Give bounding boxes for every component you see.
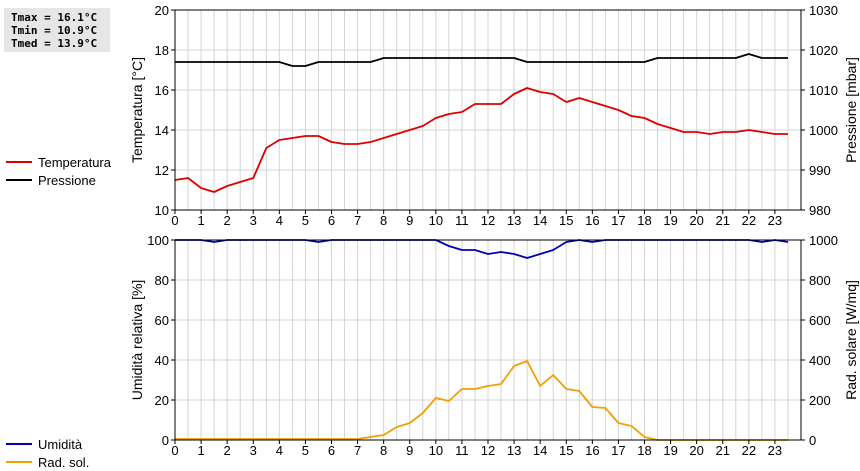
y-tick-label-top: 10: [155, 203, 169, 218]
y2-tick-label-bottom: 200: [809, 393, 831, 408]
x-tick-label-bottom: 23: [768, 443, 782, 458]
x-tick-label-top: 14: [533, 213, 547, 228]
y-tick-label-bottom: 80: [155, 273, 169, 288]
x-tick-label-top: 3: [250, 213, 257, 228]
x-tick-label-bottom: 21: [716, 443, 730, 458]
y2-tick-label-bottom: 800: [809, 273, 831, 288]
x-tick-label-top: 9: [406, 213, 413, 228]
x-tick-label-top: 22: [742, 213, 756, 228]
y2-axis-label-bottom: Rad. solare [W/mq]: [843, 280, 859, 400]
x-tick-label-top: 1: [197, 213, 204, 228]
stats-box: Tmax = 16.1°C Tmin = 10.9°C Tmed = 13.9°…: [4, 8, 110, 52]
y2-tick-label-bottom: 0: [809, 433, 816, 448]
legend-label-pressione: Pressione: [38, 172, 96, 188]
x-tick-label-bottom: 18: [637, 443, 651, 458]
y2-tick-label-bottom: 600: [809, 313, 831, 328]
legend-label-umidita: Umidità: [38, 436, 83, 452]
x-tick-label-top: 8: [380, 213, 387, 228]
x-tick-label-bottom: 2: [224, 443, 231, 458]
y2-axis-label-top: Pressione [mbar]: [843, 57, 859, 163]
x-tick-label-top: 0: [171, 213, 178, 228]
x-tick-label-bottom: 9: [406, 443, 413, 458]
y2-tick-label-top: 990: [809, 163, 831, 178]
y-tick-label-bottom: 20: [155, 393, 169, 408]
y-tick-label-bottom: 60: [155, 313, 169, 328]
y-tick-label-bottom: 40: [155, 353, 169, 368]
charts-canvas: 0 1 2 3 4 5 6 7 8 9 10 11 12 13 14 15 16 17 18 19 20 21 22 2310…: [129, 3, 859, 458]
stat-tmed: Tmed = 13.9°C: [11, 37, 98, 50]
x-tick-label-top: 11: [455, 213, 469, 228]
y2-tick-label-top: 1030: [809, 3, 838, 18]
x-tick-label-bottom: 0: [171, 443, 178, 458]
y2-tick-label-bottom: 400: [809, 353, 831, 368]
y-tick-label-top: 16: [155, 83, 169, 98]
legend-swatch-temperatura: [6, 161, 32, 163]
stat-tmax: Tmax = 16.1°C: [11, 11, 98, 24]
x-tick-label-bottom: 17: [611, 443, 625, 458]
x-tick-label-bottom: 4: [276, 443, 283, 458]
x-tick-label-bottom: 14: [533, 443, 547, 458]
x-tick-label-bottom: 8: [380, 443, 387, 458]
x-tick-label-bottom: 7: [354, 443, 361, 458]
x-tick-label-top: 6: [328, 213, 335, 228]
x-tick-label-bottom: 3: [250, 443, 257, 458]
y2-tick-label-top: 1010: [809, 83, 838, 98]
x-tick-label-bottom: 20: [689, 443, 703, 458]
y-tick-label-top: 12: [155, 163, 169, 178]
y2-tick-label-bottom: 1000: [809, 233, 838, 248]
x-tick-label-top: 5: [302, 213, 309, 228]
y-tick-label-top: 14: [155, 123, 169, 138]
x-tick-label-top: 13: [507, 213, 521, 228]
y-tick-label-top: 20: [155, 3, 169, 18]
x-tick-label-bottom: 10: [429, 443, 443, 458]
y-tick-label-bottom: 0: [162, 433, 169, 448]
x-tick-label-top: 18: [637, 213, 651, 228]
x-tick-label-bottom: 6: [328, 443, 335, 458]
x-tick-label-bottom: 5: [302, 443, 309, 458]
series-line-temperatura: [174, 87, 788, 193]
x-tick-label-bottom: 15: [559, 443, 573, 458]
x-tick-label-top: 20: [689, 213, 703, 228]
legend-swatch-pressione: [6, 179, 32, 181]
y-tick-label-top: 18: [155, 43, 169, 58]
x-tick-label-top: 16: [585, 213, 599, 228]
legend-item-temperatura: Temperatura: [6, 153, 111, 171]
x-tick-label-bottom: 11: [455, 443, 469, 458]
x-tick-label-bottom: 16: [585, 443, 599, 458]
x-tick-label-bottom: 1: [197, 443, 204, 458]
legend-item-umidita: Umidità: [6, 435, 89, 453]
x-tick-label-top: 12: [481, 213, 495, 228]
y2-tick-label-top: 980: [809, 203, 831, 218]
x-tick-label-top: 15: [559, 213, 573, 228]
stat-tmin: Tmin = 10.9°C: [11, 24, 98, 37]
x-tick-label-top: 2: [224, 213, 231, 228]
x-tick-label-top: 4: [276, 213, 283, 228]
legend-item-pressione: Pressione: [6, 171, 111, 189]
x-tick-label-top: 23: [768, 213, 782, 228]
x-tick-label-bottom: 19: [663, 443, 677, 458]
y2-tick-label-top: 1020: [809, 43, 838, 58]
x-tick-label-top: 19: [663, 213, 677, 228]
legend-label-temperatura: Temperatura: [38, 154, 111, 170]
x-tick-label-bottom: 22: [742, 443, 756, 458]
y2-tick-label-top: 1000: [809, 123, 838, 138]
x-tick-label-top: 17: [611, 213, 625, 228]
x-tick-label-bottom: 13: [507, 443, 521, 458]
y-axis-label-top: Temperatura [°C]: [129, 57, 145, 163]
x-tick-label-top: 21: [716, 213, 730, 228]
y-tick-label-bottom: 100: [147, 233, 169, 248]
x-tick-label-top: 10: [429, 213, 443, 228]
x-tick-label-bottom: 12: [481, 443, 495, 458]
legend-top: Temperatura Pressione: [6, 153, 111, 189]
series-line-pressione: [175, 53, 788, 67]
legend-swatch-radsol: [6, 461, 32, 463]
legend-swatch-umidita: [6, 443, 32, 445]
x-tick-label-top: 7: [354, 213, 361, 228]
y-axis-label-bottom: Umidità relativa [%]: [129, 280, 145, 401]
